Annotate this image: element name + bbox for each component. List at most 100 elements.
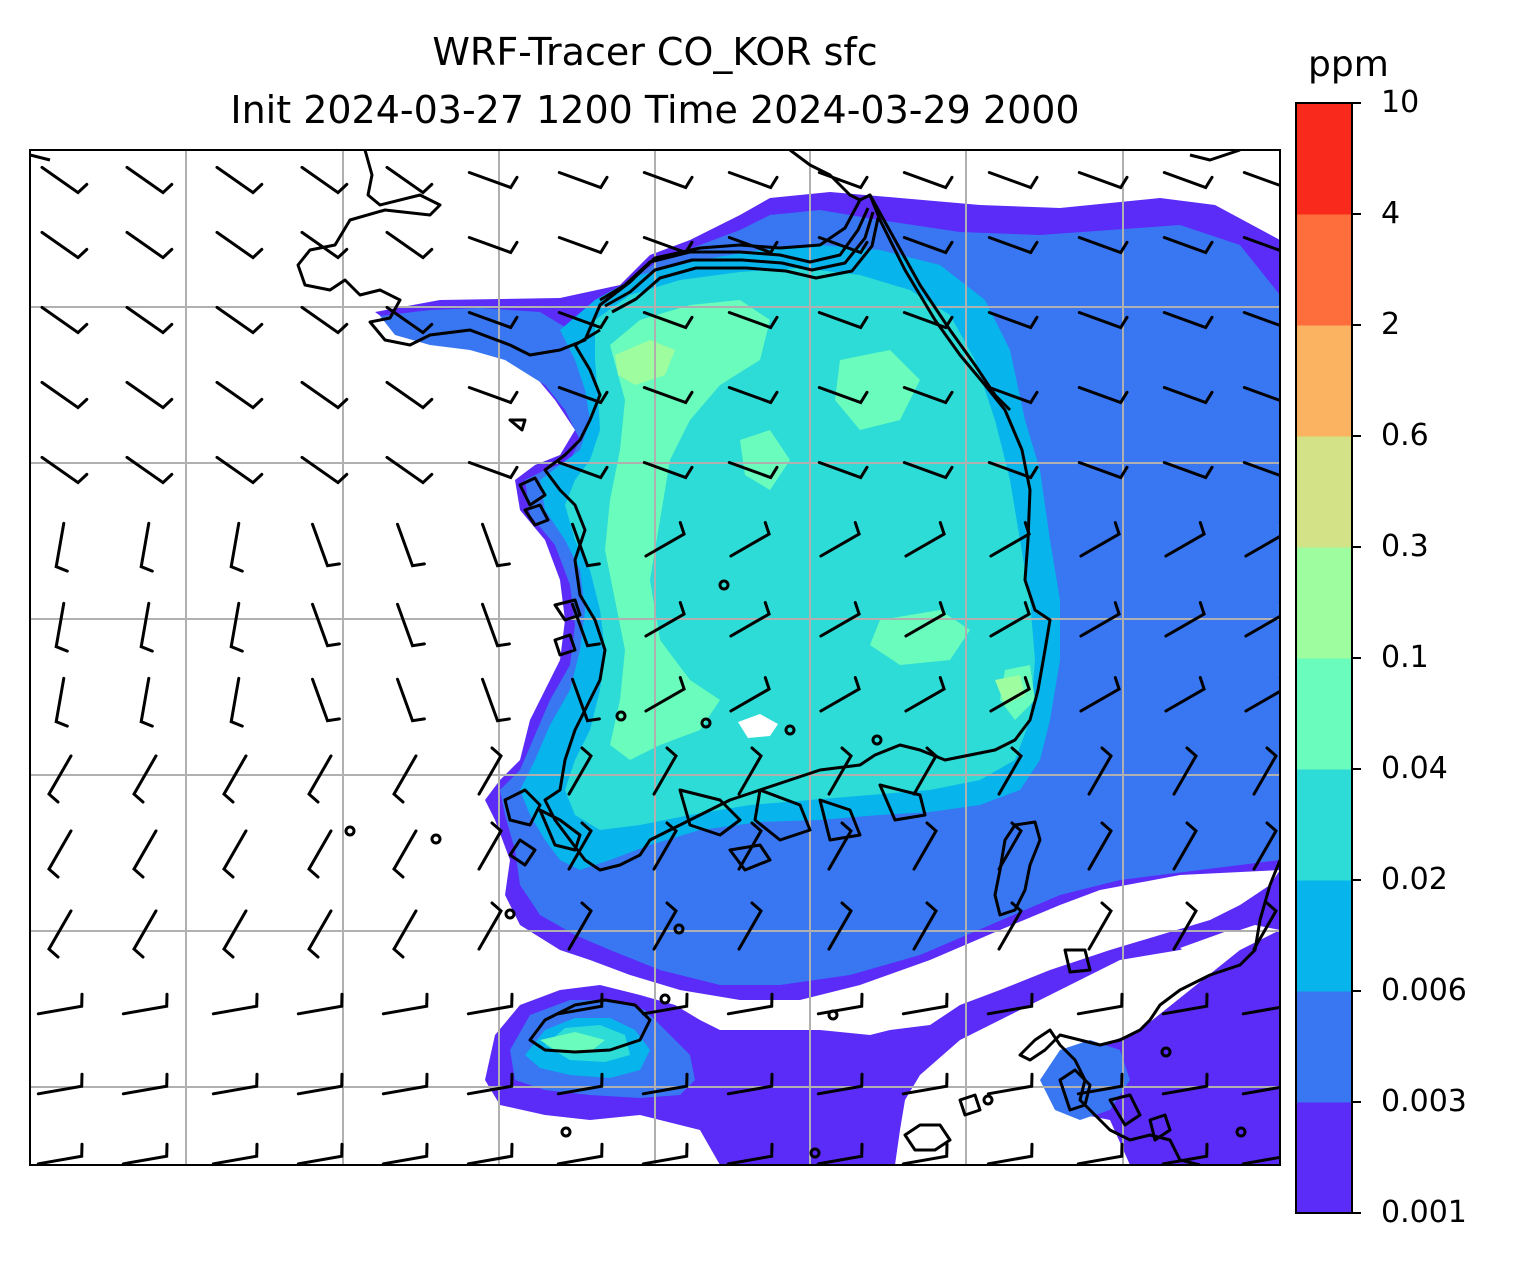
wind-barb [567,901,593,951]
wind-barbs [36,165,1280,1165]
wind-barb [467,461,519,480]
wind-barb [1252,821,1278,871]
wind-barb [36,1072,84,1096]
wind-barb [215,380,264,410]
wind-barb [222,909,248,959]
wind-barb [211,1142,259,1165]
wind-barb [385,230,434,260]
wind-barb [121,1142,169,1165]
wind-barb [1244,601,1280,638]
wind-barb [132,829,158,879]
wind-barb [987,171,1039,190]
wind-barb [1077,461,1129,480]
wind-barb [47,754,73,804]
wind-barb [132,754,158,804]
wind-barb [816,1072,864,1096]
wind-barb [300,230,349,260]
wind-barb [40,380,89,410]
wind-barb [902,386,954,405]
colorbar-segment [1296,214,1352,326]
wind-barb [392,829,418,879]
wind-barb [1242,171,1280,188]
wind-barb [1172,821,1198,871]
wind-barb [904,521,946,558]
wind-barb [726,1142,774,1165]
wind-barb [567,821,593,871]
wind-barb [987,461,1039,480]
wind-barb [912,821,938,871]
wind-barb [229,521,244,573]
wind-barb [300,455,349,485]
wind-barb [215,455,264,485]
wind-barb [40,305,89,335]
wind-barb [40,455,89,485]
wind-barb [481,602,511,648]
wind-barb [641,1142,689,1165]
dmz-line-3 [611,217,880,314]
wind-barb [816,992,864,1016]
wind-barb [1161,1142,1209,1165]
wind-barb [1162,386,1214,405]
wind-barb [902,311,954,330]
wind-barb [222,754,248,804]
wind-barb [1077,236,1129,255]
wind-barb [652,821,678,871]
wind-barb [307,754,333,804]
wind-barb [1162,171,1214,190]
wind-barb [47,829,73,879]
wind-barb [1164,601,1206,638]
wind-barb [54,676,69,728]
wind-barb [571,602,601,648]
wind-barb [727,311,779,330]
wind-barb [737,901,763,951]
map-plot-area [30,150,1280,1165]
wind-barb [1076,992,1124,1016]
wind-barb [557,386,609,405]
west-coast-islands [508,418,582,657]
wind-barb [1087,746,1113,796]
wind-barb [727,386,779,405]
wind-barb [986,1142,1034,1165]
wind-barb [571,677,601,723]
wind-barb [311,522,341,568]
colorbar-segment [1296,436,1352,548]
wind-barb [642,311,694,330]
wind-barb [557,171,609,190]
wind-barb [381,992,429,1016]
wind-barb [729,676,771,713]
plot-frame [29,149,1281,1166]
wind-barb [644,521,686,558]
wind-barb [1242,236,1280,253]
tsushima-island [993,820,1042,917]
wind-barb [466,992,514,1016]
wind-barb [1164,521,1206,558]
wind-barb [902,236,954,255]
colorbar-tick-label: 0.6 [1381,418,1429,453]
wind-barb [817,171,869,190]
wind-barb [817,311,869,330]
wind-barb [652,901,678,951]
colorbar-tick-label: 0.04 [1381,751,1448,786]
wind-barb [385,165,434,195]
colorbar-segment [1296,547,1352,659]
wind-barb [987,236,1039,255]
wind-barb [125,230,174,260]
wind-barb [1172,901,1198,951]
wind-barb [641,1072,689,1096]
wind-barb [396,522,426,568]
wind-barb [1079,521,1121,558]
wind-barb [727,171,779,190]
figure-title-line2: Init 2024-03-27 1200 Time 2024-03-29 200… [230,88,1080,132]
figure-title-line1: WRF-Tracer CO_KOR sfc [432,30,878,74]
wind-barb [392,754,418,804]
wind-barb [737,821,763,871]
wind-barb [904,676,946,713]
wind-barb [827,746,853,796]
colorbar-segment [1296,991,1352,1103]
wind-barb [571,522,601,568]
wind-barb [54,601,69,653]
wind-barb [1087,821,1113,871]
china-shandong-coast [30,153,51,162]
colorbar-segment [1296,1102,1352,1214]
